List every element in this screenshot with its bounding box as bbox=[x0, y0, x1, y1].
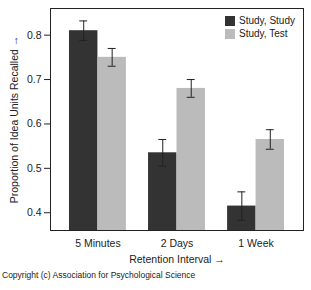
html-text:Copyright (c) Association for: Copyright (c) Association for Psychologi… bbox=[2, 270, 196, 280]
svg-text:1 Week: 1 Week bbox=[238, 237, 274, 249]
svg-text:0.7: 0.7 bbox=[27, 73, 42, 85]
svg-text:2 Days: 2 Days bbox=[161, 237, 194, 249]
svg-text:0.6: 0.6 bbox=[27, 117, 42, 129]
svg-text:Retention Interval →: Retention Interval → bbox=[129, 253, 225, 265]
html-text:Study, Test: Study, Test bbox=[239, 28, 288, 39]
svg-text:0.4: 0.4 bbox=[27, 206, 42, 218]
svg-text:0.5: 0.5 bbox=[27, 162, 42, 174]
svg-text:0.8: 0.8 bbox=[27, 29, 42, 41]
svg-text:5 Minutes: 5 Minutes bbox=[75, 237, 121, 249]
svg-text:Proportion of Idea Units Recal: Proportion of Idea Units Recalled → bbox=[8, 36, 20, 204]
html-text:Study, Study: Study, Study bbox=[239, 15, 295, 26]
